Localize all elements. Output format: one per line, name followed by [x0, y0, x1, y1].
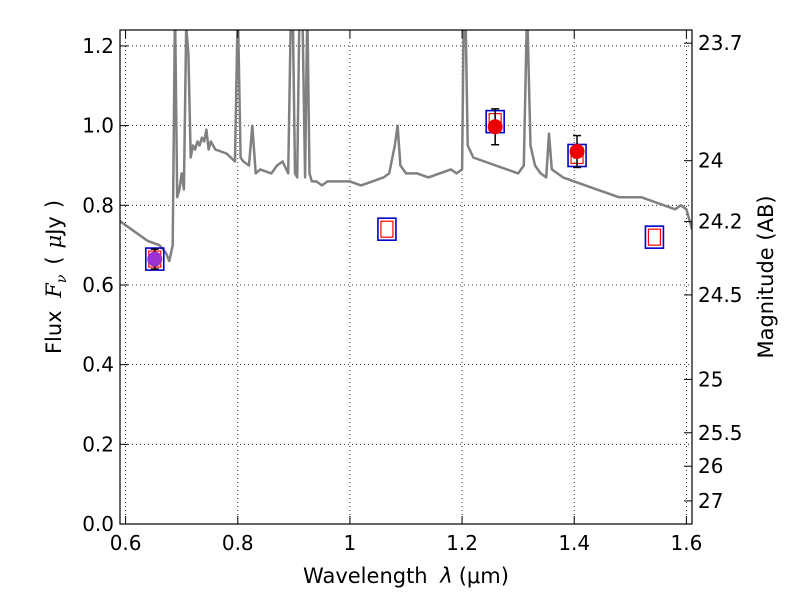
y2-tick-label: 25.5: [698, 421, 743, 445]
observed-point: [569, 144, 585, 160]
spectrum-line: [120, 30, 692, 263]
y-axis-title: Flux Fν(μJy): [42, 200, 70, 354]
model-square-outer: [377, 217, 397, 241]
y-tick-label: 0.4: [82, 353, 114, 377]
observed-point: [147, 251, 163, 267]
y2-axis-title: Magnitude (AB): [754, 195, 778, 358]
x-tick-label: 1.2: [446, 531, 478, 555]
y2-tick-labels: 23.7 24 24.2 24.5 25 25.5 26 27: [698, 31, 743, 513]
y2-tick-label: 27: [698, 489, 723, 513]
y2-tick-label: 24: [698, 149, 723, 173]
y-tick-label: 1.0: [82, 114, 114, 138]
grid-lines: [120, 30, 692, 524]
x-tick-labels: 0.6 0.8 1 1.2 1.4 1.6: [110, 531, 703, 555]
y2-tick-label: 24.2: [698, 210, 743, 234]
y-tick-label: 0.8: [82, 193, 114, 217]
x-tick-label: 1.4: [558, 531, 590, 555]
y-tick-label: 1.2: [82, 34, 114, 58]
x-tick-label: 0.8: [222, 531, 254, 555]
model-square-outer: [644, 225, 665, 249]
y2-tick-label: 24.5: [698, 283, 743, 307]
observed-point: [487, 119, 503, 135]
y-tick-label: 0.6: [82, 273, 114, 297]
y2-tick-label: 23.7: [698, 31, 743, 55]
model-square-outer: [144, 247, 165, 271]
x-axis-title: Wavelength λ (μm): [303, 564, 509, 588]
y-tick-labels: 0.0 0.2 0.4 0.6 0.8 1.0 1.2: [82, 34, 114, 536]
y-tick-label: 0.2: [82, 432, 114, 456]
model-square-inner: [380, 220, 394, 238]
plot-background: [120, 30, 692, 524]
y2-tick-label: 26: [698, 454, 723, 478]
spectrum-layer: [120, 30, 692, 263]
photometry-layer: [144, 108, 665, 271]
x-tick-label: 0.6: [110, 531, 142, 555]
plot-frame: [119, 29, 693, 525]
y-tick-label: 0.0: [82, 512, 114, 536]
x-tick-label: 1: [344, 531, 357, 555]
x-tick-label: 1.6: [670, 531, 702, 555]
y2-tick-label: 25: [698, 367, 723, 391]
axis-ticks: [120, 30, 692, 525]
model-square-inner: [647, 228, 662, 246]
